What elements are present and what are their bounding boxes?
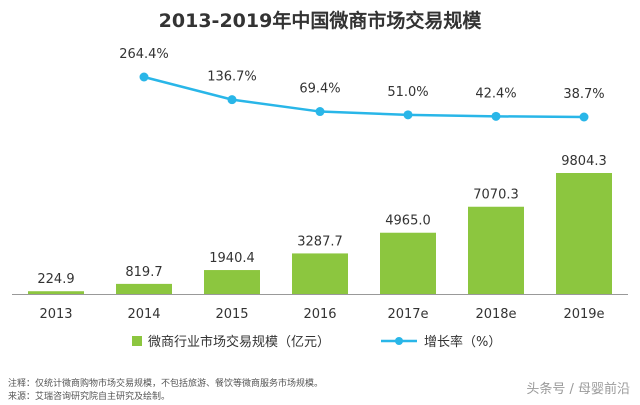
x-tick-label-2015: 2015 — [215, 307, 248, 322]
legend-line-marker — [395, 337, 403, 345]
bar-2019e — [556, 173, 612, 294]
footnote-note: 注释：仅统计微商购物市场交易规模，不包括旅游、餐饮等微商服务市场规模。 — [8, 379, 324, 389]
bar-2013 — [28, 291, 84, 294]
bar-2018e — [468, 206, 524, 294]
x-tick-label-2018e: 2018e — [475, 307, 516, 322]
bar-label-2013: 224.9 — [37, 272, 74, 287]
growth-point-2017e — [403, 110, 413, 120]
growth-label-2018e: 42.4% — [475, 86, 516, 101]
growth-point-2016 — [315, 107, 325, 117]
x-tick-label-2014: 2014 — [127, 307, 160, 322]
growth-label-2017e: 51.0% — [387, 85, 428, 100]
legend-bar-swatch — [132, 336, 142, 346]
growth-point-2019e — [579, 112, 589, 122]
x-tick-label-2016: 2016 — [303, 307, 336, 322]
bar-label-2019e: 9804.3 — [561, 154, 607, 169]
bar-label-2017e: 4965.0 — [385, 214, 431, 229]
x-tick-label-2019e: 2019e — [563, 307, 604, 322]
growth-rate-line — [143, 75, 585, 119]
growth-label-2019e: 38.7% — [563, 87, 604, 102]
legend-bar-label: 微商行业市场交易规模（亿元） — [148, 334, 330, 350]
growth-label-2016: 69.4% — [299, 82, 340, 97]
bar-label-2016: 3287.7 — [297, 234, 343, 249]
bar-label-2018e: 7070.3 — [473, 188, 519, 203]
bar-2016 — [292, 253, 348, 294]
chart-title: 2013-2019年中国微商市场交易规模 — [159, 9, 483, 32]
x-tick-label-2013: 2013 — [39, 307, 72, 322]
growth-label-2014: 264.4% — [119, 47, 169, 62]
growth-point-2018e — [491, 111, 501, 121]
bar-2017e — [380, 232, 436, 294]
bar-2014 — [116, 283, 172, 294]
bar-label-2015: 1940.4 — [209, 251, 255, 266]
footnote-source: 来源：艾瑞咨询研究院自主研究及绘制。 — [8, 392, 171, 402]
growth-point-2015 — [227, 95, 237, 105]
growth-point-2014 — [139, 72, 149, 82]
x-tick-label-2017e: 2017e — [387, 307, 428, 322]
watermark-text: 头条号 / 母婴前沿 — [526, 382, 630, 397]
bar-2015 — [204, 270, 260, 294]
legend-line-label: 增长率（%） — [424, 334, 501, 350]
bar-label-2014: 819.7 — [125, 265, 162, 280]
growth-label-2015: 136.7% — [207, 70, 257, 85]
